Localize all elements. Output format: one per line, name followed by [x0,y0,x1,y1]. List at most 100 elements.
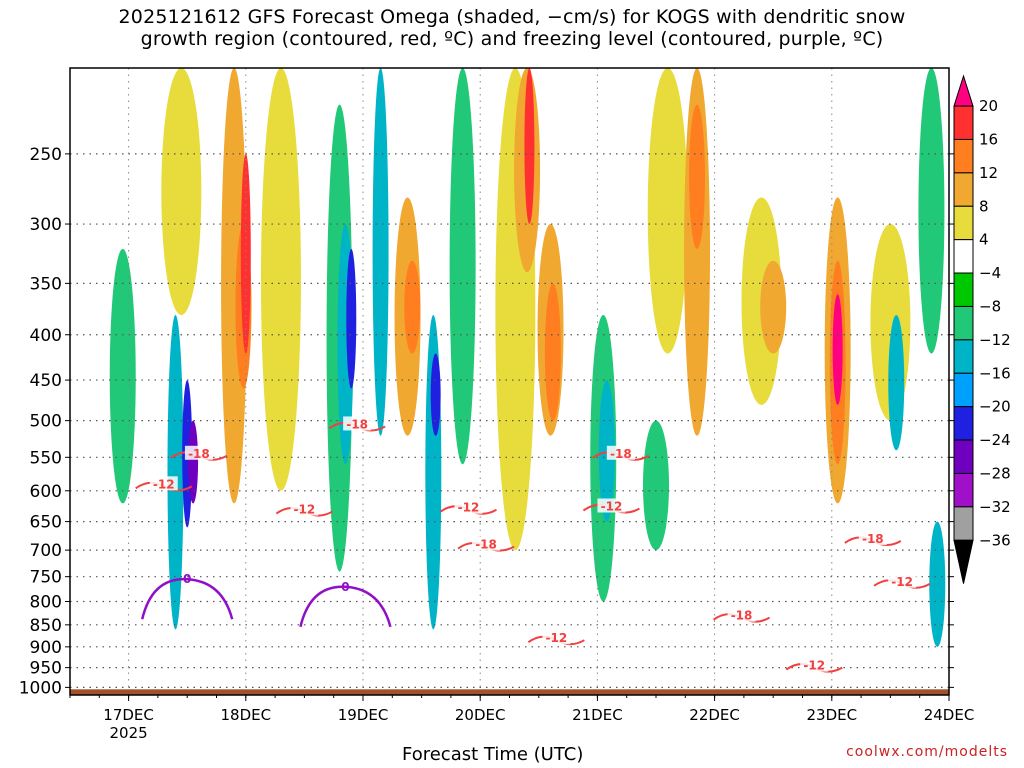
x-tick-label: 22DEC [689,706,740,724]
omega-cell [430,353,441,436]
omega-cell [109,248,136,504]
dgz-contour-label-bg [290,501,319,516]
y-tick-label: 1000 [19,678,62,698]
y-tick-label: 600 [30,482,62,502]
omega-shading [109,68,946,647]
dgz-contour-label-bg [858,530,887,545]
contour-layer: -12 -18 -18 -12 -12 -18 -18 -12 -12 -18 -12 -18 -12 0… [135,416,931,673]
dgz-contour-label: -12 [601,500,623,514]
colorbar-arrow-bottom [953,539,974,584]
y-tick-label: 950 [30,659,62,679]
omega-cell [188,420,199,504]
omega-cell [404,260,421,354]
dgz-contour-label-bg [606,445,635,460]
colorbar-box [953,272,974,307]
omega-cell [598,380,615,522]
dgz-contour-label: -12 [153,477,175,491]
omega-cell [918,68,945,354]
colorbar-box [953,406,974,441]
x-tick-label: 18DEC [221,706,272,724]
y-tick-label: 800 [30,593,62,613]
omega-cell [221,68,248,504]
terrain [70,689,949,695]
dgz-contour-label-bg [888,573,917,588]
freezing-level-label: 0 [341,580,349,594]
dgz-contour-label: -12 [294,503,316,517]
y-tick-label: 350 [30,274,62,294]
colorbar-box [953,506,974,541]
omega-cell [372,68,389,436]
colorbar: 20 16 12 8 4 −4 −8 −12 −16 −20 −24 −28 −32 −36 [953,74,1011,584]
omega-cell [240,153,251,354]
dgz-contour-label: -18 [731,609,753,623]
dgz-contour-label: -18 [188,447,210,461]
x-tick-label: 21DEC [572,706,623,724]
x-tick-label: 23DEC [807,706,858,724]
colorbar-box [953,105,974,140]
x-tick-label: 19DEC [338,706,389,724]
dgz-contour-label-bg [727,607,756,622]
freezing-level-label: 0 [183,572,191,586]
omega-cell [449,68,476,465]
y-axis: 2503003504004505005506006507007508008509… [19,145,954,698]
colorbar-label: −28 [979,464,1011,482]
x-tick-label: 17DEC [103,706,154,724]
colorbar-label: −24 [979,431,1011,449]
omega-cell [346,248,357,389]
colorbar-box [953,339,974,374]
dgz-contour-label-bg [184,445,213,460]
colorbar-box [953,472,974,508]
colorbar-label: −20 [979,398,1011,416]
y-tick-label: 450 [30,371,62,391]
colorbar-box [953,205,974,241]
x-tick-label: 20DEC [455,706,506,724]
colorbar-label: 12 [979,164,998,182]
omega-cell [524,68,535,225]
dgz-contour-label: -18 [862,532,884,546]
colorbar-box [953,172,974,207]
x-tick-label: 24DEC [924,706,975,724]
y-tick-label: 900 [30,638,62,658]
dgz-contour-label: -12 [546,631,568,645]
chart-title: 2025121612 GFS Forecast Omega (shaded, −… [0,6,1024,50]
dgz-contour-label: -18 [610,447,632,461]
y-tick-label: 400 [30,326,62,346]
omega-cell [929,521,946,647]
omega-cell [760,260,787,354]
dgz-contour-label: -12 [891,575,913,589]
omega-cell [643,420,669,551]
colorbar-box [953,239,974,274]
colorbar-label: −32 [979,498,1011,516]
omega-cell [544,283,561,421]
y-tick-label: 650 [30,513,62,533]
omega-cell [647,68,688,354]
y-tick-label: 750 [30,568,62,588]
credit-text: coolwx.com/modelts [846,744,1008,760]
colorbar-box [953,439,974,474]
colorbar-label: −16 [979,364,1011,382]
dgz-contour-label-bg [800,657,829,672]
title-line-1: 2025121612 GFS Forecast Omega (shaded, −… [118,6,906,28]
colorbar-arrow-top [953,74,974,107]
x-axis-label: Forecast Time (UTC) [402,744,584,765]
omega-cell [689,104,706,249]
omega-cell [832,294,843,405]
colorbar-label: 4 [979,231,989,249]
dgz-contour-label-bg [149,476,178,491]
dgz-contour-label-bg [343,416,372,431]
omega-cell [167,315,184,630]
colorbar-box [953,138,974,174]
y-tick-label: 250 [30,145,62,165]
freezing-level-contour [299,585,392,628]
colorbar-label: 20 [979,97,998,115]
colorbar-label: 16 [979,130,998,148]
title-line-2: growth region (contoured, red, ºC) and f… [140,28,884,50]
colorbar-label: −36 [979,531,1011,549]
colorbar-label: −8 [979,297,1001,315]
dgz-contour-label-bg [542,630,571,645]
x-tick-sublabel: 2025 [110,724,148,742]
omega-cell [888,315,905,451]
dgz-contour-label-bg [597,498,626,513]
